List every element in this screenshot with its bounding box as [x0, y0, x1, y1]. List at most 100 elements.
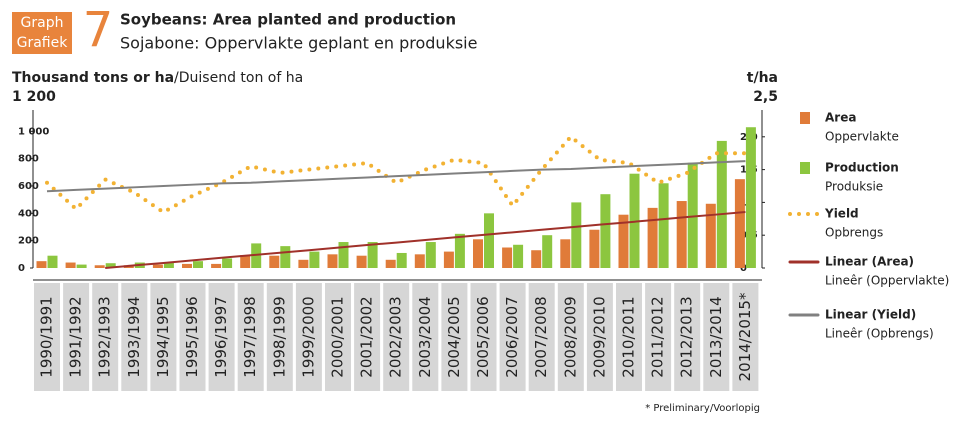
- x-tick-label: 1994/1995: [154, 296, 172, 377]
- x-tick-label: 2012/2013: [678, 296, 696, 377]
- x-tick-label: 2009/2010: [590, 296, 608, 377]
- bar: [658, 183, 669, 268]
- x-tick-label: 1993/1994: [125, 296, 143, 377]
- bar: [269, 255, 280, 268]
- y2-tick-label: 0: [740, 263, 747, 274]
- legend-label: Production: [825, 161, 899, 175]
- x-label-box: [645, 283, 672, 391]
- bar: [182, 263, 192, 268]
- legend-label: Yield: [824, 207, 859, 221]
- x-label-box: [616, 283, 642, 391]
- bar: [687, 162, 698, 268]
- bar: [454, 233, 465, 268]
- x-label-box: [470, 283, 497, 391]
- y-label-en: Thousand tons or ha: [12, 70, 174, 86]
- legend-label: Linear (Yield): [825, 308, 916, 322]
- bar: [676, 201, 687, 268]
- bar: [105, 263, 116, 268]
- bar: [298, 259, 309, 268]
- x-label-box: [179, 283, 206, 391]
- x-label-box: [732, 283, 759, 391]
- badge-number: 7: [83, 2, 114, 58]
- bar: [589, 229, 600, 268]
- x-tick-label: 1997/1998: [241, 296, 259, 377]
- x-label-box: [412, 283, 439, 391]
- y-tick-label: 600: [18, 181, 39, 192]
- x-label-box: [208, 283, 235, 391]
- legend-sublabel: Lineêr (Oppervlakte): [825, 274, 949, 288]
- bar: [473, 239, 483, 268]
- bar: [94, 265, 105, 268]
- y-tick-label: 1 200: [12, 89, 56, 105]
- x-tick-label: 1990/1991: [38, 296, 56, 377]
- x-tick-label: 2003/2004: [416, 296, 434, 377]
- x-tick-label: 1998/1999: [270, 296, 288, 377]
- x-tick-label: 2014/2015*: [736, 292, 754, 381]
- bar: [414, 254, 425, 268]
- legend-swatch: [800, 162, 810, 174]
- bar: [705, 203, 716, 268]
- legend-swatch: [800, 112, 810, 124]
- x-label-box: [63, 283, 90, 391]
- x-tick-label: 1992/1993: [96, 296, 114, 377]
- x-tick-label: 2010/2011: [620, 296, 638, 377]
- x-tick-label: 2001/2002: [358, 296, 376, 377]
- bar: [396, 252, 407, 268]
- bar: [222, 258, 233, 268]
- x-tick-label: 2008/2009: [561, 296, 579, 377]
- x-label-box: [121, 283, 148, 391]
- bar: [163, 262, 174, 268]
- x-label-box: [150, 283, 177, 391]
- x-label-box: [441, 283, 468, 391]
- x-label-box: [703, 283, 730, 391]
- bar: [745, 127, 756, 268]
- y-tick-label: 0: [18, 263, 25, 274]
- bar: [443, 251, 454, 268]
- x-tick-label: 1996/1997: [212, 296, 230, 377]
- y-axis-label: Thousand tons or ha/Duisend ton of ha: [12, 70, 303, 86]
- x-tick-label: 1991/1992: [67, 296, 85, 377]
- x-label-box: [557, 283, 584, 391]
- y-tick-label: 400: [18, 208, 39, 219]
- trend-line: [46, 160, 746, 193]
- bar: [327, 254, 338, 268]
- legend-sublabel: Opbrengs: [825, 226, 883, 240]
- bar: [338, 242, 349, 268]
- bar: [734, 179, 745, 268]
- bar: [211, 263, 222, 268]
- x-tick-label: 2004/2005: [445, 296, 463, 377]
- badge-line1: Graph: [21, 15, 64, 31]
- x-label-box: [295, 283, 322, 391]
- x-tick-label: 2006/2007: [503, 296, 521, 377]
- y2-axis-label: t/ha: [747, 70, 778, 86]
- chart-title: Soybeans: Area planted and production: [120, 11, 456, 29]
- bar: [716, 140, 727, 268]
- badge-line2: Grafiek: [17, 35, 69, 51]
- trend-line: [105, 210, 746, 269]
- y-tick-label: 1 000: [18, 126, 49, 137]
- x-tick-label: 2013/2014: [707, 296, 725, 377]
- bar: [600, 194, 611, 268]
- bar: [513, 244, 524, 268]
- bar: [152, 264, 163, 268]
- x-tick-label: 1999/2000: [299, 296, 317, 377]
- x-label-box: [354, 283, 381, 391]
- bar: [367, 242, 378, 268]
- x-tick-label: 2002/2003: [387, 296, 405, 377]
- legend-sublabel: Oppervlakte: [825, 130, 899, 144]
- chart-subtitle: Sojabone: Oppervlakte geplant en produks…: [120, 34, 477, 53]
- y2-tick-label: 2,5: [753, 89, 778, 105]
- bar: [385, 259, 396, 268]
- bar: [193, 261, 203, 268]
- x-tick-label: 2000/2001: [329, 296, 347, 377]
- legend-sublabel: Lineêr (Opbrengs): [825, 327, 934, 341]
- bar: [425, 242, 436, 268]
- bar: [240, 255, 251, 268]
- badge: [12, 12, 72, 54]
- bar: [542, 235, 553, 268]
- x-label-box: [528, 283, 555, 391]
- x-label-box: [383, 283, 410, 391]
- x-label-box: [34, 283, 60, 391]
- bar: [531, 250, 542, 268]
- x-label-box: [266, 283, 293, 391]
